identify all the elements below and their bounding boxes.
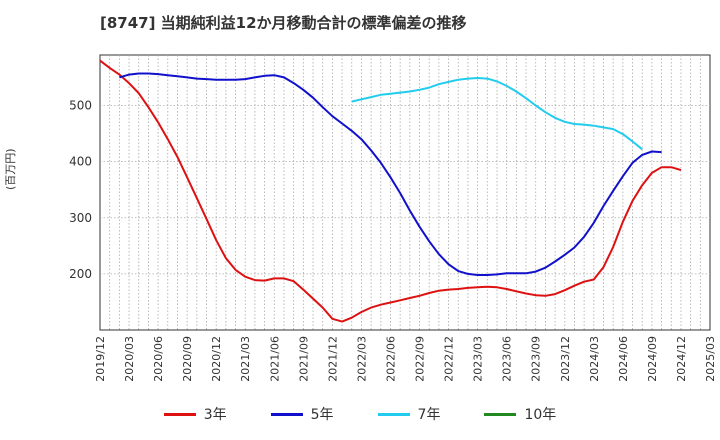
x-tick-label: 2021/06: [268, 336, 281, 382]
x-tick-label: 2024/12: [675, 336, 688, 382]
legend: 3年 5年 7年 10年: [0, 404, 720, 424]
x-tick-label: 2022/03: [355, 336, 368, 382]
x-tick-label: 2021/12: [326, 336, 339, 382]
x-tick-label: 2021/09: [297, 336, 310, 382]
x-tick-label: 2019/12: [94, 336, 107, 382]
series-line-5年: [119, 72, 662, 276]
x-tick-label: 2025/03: [704, 336, 717, 382]
y-tick-label: 200: [69, 267, 92, 281]
x-tick-label: 2024/09: [646, 336, 659, 382]
series-line-7年: [351, 77, 643, 151]
x-tick-label: 2020/09: [181, 336, 194, 382]
legend-swatch: [163, 412, 196, 416]
x-tick-label: 2022/12: [443, 336, 456, 382]
legend-swatch: [270, 412, 303, 416]
legend-item: 10年: [484, 404, 556, 424]
legend-label: 5年: [310, 407, 334, 423]
x-tick-label: 2024/03: [588, 336, 601, 382]
legend-swatch: [377, 412, 410, 416]
legend-item: 7年: [377, 404, 441, 424]
x-tick-label: 2020/06: [152, 336, 165, 382]
x-tick-label: 2024/06: [617, 336, 630, 382]
legend-item: 3年: [163, 404, 227, 424]
chart-title: [8747] 当期純利益12か月移動合計の標準偏差の推移: [100, 14, 467, 32]
legend-item: 5年: [270, 404, 334, 424]
legend-label: 7年: [417, 407, 441, 423]
legend-swatch: [484, 412, 517, 416]
x-tick-label: 2023/06: [501, 336, 514, 382]
x-tick-label: 2022/09: [414, 336, 427, 382]
x-tick-label: 2021/03: [239, 336, 252, 382]
x-tick-label: 2023/12: [559, 336, 572, 382]
y-tick-label: 400: [69, 155, 92, 169]
y-tick-label: 300: [69, 211, 92, 225]
series-line-3年: [99, 59, 682, 323]
y-tick-label: 500: [69, 99, 92, 113]
x-tick-label: 2023/03: [472, 336, 485, 382]
x-tick-label: 2020/03: [123, 336, 136, 382]
x-tick-label: 2020/12: [210, 336, 223, 382]
x-tick-label: 2023/09: [530, 336, 543, 382]
legend-label: 10年: [524, 407, 557, 423]
x-tick-label: 2022/06: [384, 336, 397, 382]
plot-area: [99, 54, 711, 331]
legend-label: 3年: [203, 407, 227, 423]
